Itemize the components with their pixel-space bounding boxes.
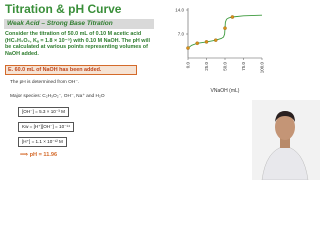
point bbox=[230, 15, 235, 19]
hair bbox=[275, 111, 295, 122]
equation: Kw = [H⁺][OH⁻] = 10⁻¹⁴ bbox=[18, 122, 75, 132]
x-tick-label: 75.0 bbox=[241, 62, 246, 71]
equation: [H⁺] = 1.1 × 10⁻¹² M bbox=[18, 137, 67, 147]
presenter bbox=[252, 100, 320, 180]
step: E. 60.0 mL of NaOH has been added. bbox=[5, 65, 137, 75]
x-axis-label: VNaOH (mL) bbox=[211, 88, 240, 94]
title: Titration & pH Curve bbox=[5, 2, 122, 16]
titration-curve bbox=[187, 14, 263, 49]
head bbox=[275, 114, 295, 140]
point bbox=[195, 41, 199, 46]
y-tick-label: 7.0 bbox=[178, 32, 185, 37]
equation: [OH⁻] = 5.3 × 10⁻³ M bbox=[18, 107, 69, 117]
species: Major species: C₂H₃O₂⁻, OH⁻, Na⁺ and H₂O bbox=[10, 94, 105, 99]
x-tick-label: 100.0 bbox=[260, 62, 265, 74]
point bbox=[213, 38, 218, 42]
note: The pH is determined from OH⁻. bbox=[10, 80, 80, 85]
neck bbox=[280, 136, 290, 148]
x-tick-label: 0.0 bbox=[186, 62, 191, 69]
chart: 7.0 14.0 0.0 25.0 50.0 75.0 100.0 VNaOH (mL) bbox=[175, 8, 320, 180]
subtitle-bar bbox=[4, 19, 154, 29]
subtitle: Weak Acid – Strong Base Titration bbox=[7, 20, 113, 27]
point bbox=[223, 26, 227, 30]
x-tick-label: 25.0 bbox=[204, 62, 209, 71]
point bbox=[186, 46, 190, 50]
result: ⟹ pH = 11.96 bbox=[20, 152, 58, 158]
slide: Titration & pH Curve Weak Acid – Strong … bbox=[4, 2, 320, 180]
x-tick-label: 50.0 bbox=[223, 62, 228, 71]
point bbox=[204, 40, 209, 44]
intro: Consider the titration of 50.0 mL of 0.1… bbox=[5, 31, 150, 57]
y-tick-label: 14.0 bbox=[175, 8, 184, 13]
